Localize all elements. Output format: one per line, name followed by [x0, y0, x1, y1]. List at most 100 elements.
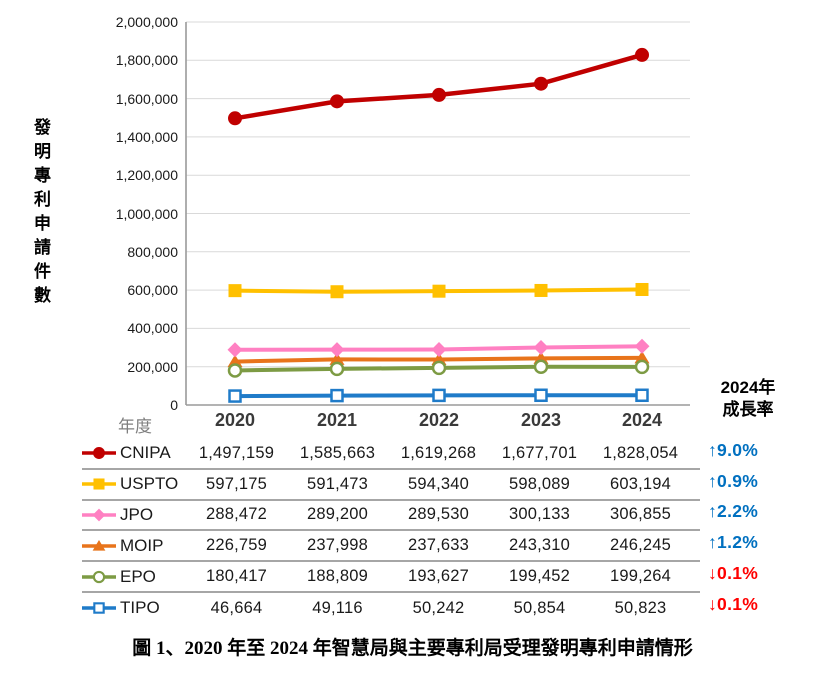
legend-marker-CNIPA: [93, 447, 105, 460]
table-row-JPO: JPO 288,472 289,200 289,530 300,133 306,855: [82, 501, 700, 532]
table-cell-EPO-2024: 199,264: [609, 567, 672, 586]
legend-label-TIPO: TIPO: [120, 598, 160, 618]
table-cell-USPTO-2020: 597,175: [205, 474, 268, 493]
table-cell-MOIP-2023: 243,310: [508, 536, 571, 555]
y-tick-label: 0: [170, 397, 178, 413]
series-marker-TIPO-2022: [432, 388, 446, 403]
series-marker-EPO-2021: [329, 361, 345, 377]
growth-rate-CNIPA: ↑9.0%: [708, 439, 759, 460]
growth-rate-USPTO: ↑0.9%: [708, 470, 759, 491]
series-marker-CNIPA-2024: [635, 47, 649, 62]
table-row-CNIPA: CNIPA 1,497,159 1,585,663 1,619,268 1,677,70…: [82, 439, 700, 470]
y-tick-label: 400,000: [127, 320, 178, 337]
series-marker-EPO-2023: [533, 359, 549, 375]
series-marker-MOIP-2020: [227, 354, 243, 368]
legend-label-JPO: JPO: [120, 504, 154, 524]
series-marker-TIPO-2021: [330, 388, 344, 403]
line-chart: [185, 21, 690, 406]
table-cell-CNIPA-2020: 1,497,159: [198, 443, 275, 462]
table-cell-USPTO-2021: 591,473: [306, 474, 369, 493]
series-marker-CNIPA-2022: [432, 87, 446, 102]
series-marker-EPO-2020: [227, 363, 243, 378]
x-tick-label-2021: 2021: [316, 410, 358, 430]
series-marker-TIPO-2023: [534, 388, 548, 403]
growth-rate-header-line1: 2024年: [720, 378, 776, 397]
table-cell-EPO-2020: 180,417: [205, 567, 268, 586]
table-cell-EPO-2023: 199,452: [508, 567, 571, 586]
table-cell-JPO-2022: 289,530: [407, 505, 470, 524]
growth-rate-JPO: ↑2.2%: [708, 501, 759, 522]
series-marker-TIPO-2024: [635, 388, 649, 403]
legend-marker-EPO: [92, 570, 106, 583]
table-cell-USPTO-2022: 594,340: [407, 474, 470, 493]
y-tick-label: 800,000: [127, 243, 178, 260]
table-cell-USPTO-2024: 603,194: [609, 474, 672, 493]
legend-label-EPO: EPO: [120, 566, 156, 586]
table-row-USPTO: USPTO 597,175 591,473 594,340 598,089 603,194: [82, 470, 700, 501]
legend-key-EPO: EPO: [82, 567, 186, 587]
growth-rate-MOIP: ↑1.2%: [708, 532, 759, 553]
series-line-CNIPA: [234, 52, 643, 121]
table-cell-JPO-2024: 306,855: [609, 505, 672, 524]
table-cell-TIPO-2020: 46,664: [210, 598, 263, 617]
table-cell-JPO-2021: 289,200: [306, 505, 369, 524]
series-marker-USPTO-2021: [330, 285, 344, 299]
legend-key-MOIP: MOIP: [82, 536, 186, 556]
series-marker-USPTO-2020: [228, 284, 242, 298]
series-marker-CNIPA-2020: [228, 111, 242, 126]
table-row-MOIP: MOIP 226,759 237,998 237,633 243,310 246,245: [82, 531, 700, 563]
table-cell-CNIPA-2022: 1,619,268: [400, 443, 477, 462]
legend-marker-TIPO: [93, 602, 105, 615]
y-tick-label: 1,800,000: [115, 52, 178, 69]
legend-marker-MOIP: [92, 539, 106, 551]
table-cell-CNIPA-2023: 1,677,701: [501, 443, 578, 462]
legend-marker-JPO-icon: [82, 508, 116, 522]
legend-marker-CNIPA-icon: [82, 447, 116, 460]
series-marker-MOIP-2024: [634, 350, 650, 364]
y-tick-label: 1,000,000: [115, 205, 178, 222]
series-marker-JPO-2021: [329, 342, 345, 358]
growth-rate-EPO: ↓0.1%: [708, 563, 759, 584]
table-cell-TIPO-2021: 49,116: [312, 598, 363, 617]
table-row-EPO: EPO 180,417 188,809 193,627 199,452 199,264: [82, 562, 700, 593]
y-tick-label: 1,600,000: [115, 90, 178, 107]
table-cell-TIPO-2024: 50,823: [614, 598, 667, 617]
legend-marker-EPO-icon: [82, 570, 116, 583]
table-cell-TIPO-2023: 50,854: [513, 598, 566, 617]
y-tick-label: 200,000: [127, 358, 178, 375]
table-cell-EPO-2021: 188,809: [306, 567, 369, 586]
table-cell-EPO-2022: 193,627: [407, 567, 470, 586]
legend-marker-MOIP-icon: [82, 539, 116, 551]
series-marker-USPTO-2023: [534, 283, 548, 297]
series-marker-JPO-2023: [533, 340, 549, 356]
table-cell-CNIPA-2021: 1,585,663: [299, 443, 376, 462]
x-tick-label-2020: 2020: [214, 410, 256, 430]
x-tick-label-2022: 2022: [418, 410, 460, 430]
table-cell-MOIP-2024: 246,245: [609, 536, 672, 555]
x-tick-label-2024: 2024: [621, 410, 663, 430]
table-row-TIPO: TIPO 46,664 49,116 50,242 50,854 50,823: [82, 593, 700, 624]
table-cell-TIPO-2022: 50,242: [412, 598, 465, 617]
table-cell-JPO-2020: 288,472: [205, 505, 268, 524]
series-marker-JPO-2022: [431, 342, 447, 358]
x-axis-label: 年度: [118, 417, 152, 436]
legend-key-TIPO: TIPO: [82, 598, 186, 618]
y-tick-label: 1,400,000: [115, 128, 178, 145]
growth-rate-header-line2: 成長率: [722, 400, 774, 419]
legend-key-CNIPA: CNIPA: [82, 443, 186, 463]
legend-label-CNIPA: CNIPA: [120, 443, 171, 463]
legend-label-MOIP: MOIP: [120, 535, 164, 555]
growth-rate-list: ↑9.0% ↑0.9% ↑2.2% ↑1.2% ↓0.1% ↓0.1%: [708, 435, 803, 620]
series-marker-EPO-2024: [634, 359, 650, 375]
table-cell-MOIP-2022: 237,633: [407, 536, 470, 555]
series-marker-CNIPA-2023: [534, 76, 548, 91]
growth-rate-header: 2024年 成長率: [702, 377, 794, 421]
series-marker-TIPO-2020: [228, 389, 242, 403]
legend-key-JPO: JPO: [82, 505, 186, 525]
table-cell-CNIPA-2024: 1,828,054: [602, 443, 679, 462]
x-tick-label-2023: 2023: [520, 410, 562, 430]
data-table: CNIPA 1,497,159 1,585,663 1,619,268 1,677,70…: [82, 439, 700, 624]
y-tick-label: 1,200,000: [115, 167, 178, 184]
legend-marker-USPTO-icon: [82, 478, 116, 490]
series-marker-EPO-2022: [431, 360, 447, 376]
